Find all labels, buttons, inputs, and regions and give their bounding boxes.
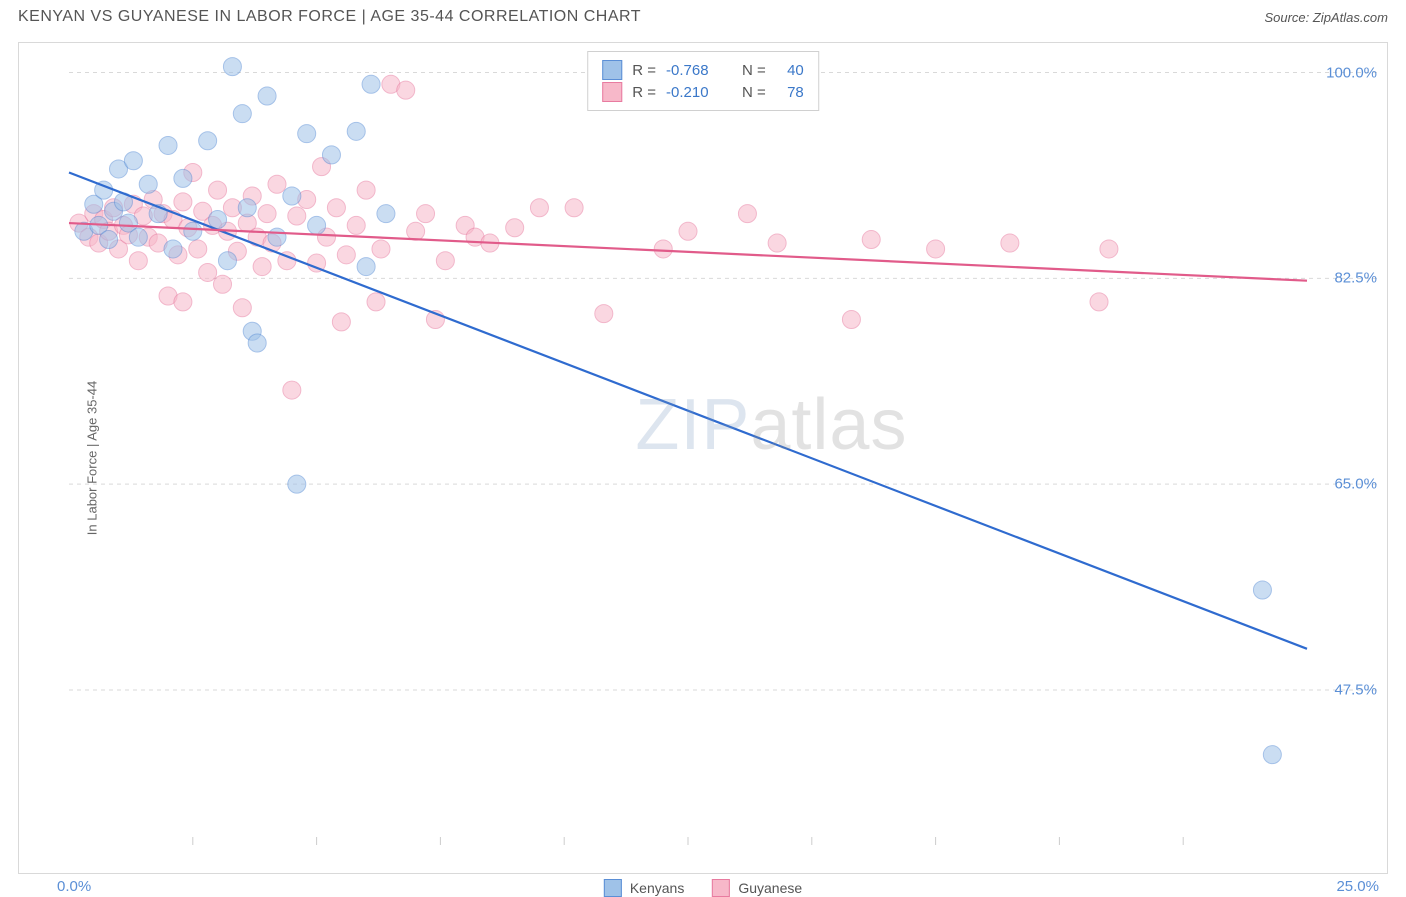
source-credit: Source: ZipAtlas.com xyxy=(1264,10,1388,25)
series-legend: Kenyans Guyanese xyxy=(604,879,802,897)
legend-item-kenyans: Kenyans xyxy=(604,879,684,897)
scatter-chart xyxy=(19,43,1387,873)
y-tick-label: 82.5% xyxy=(1334,270,1377,287)
legend-item-guyanese: Guyanese xyxy=(712,879,802,897)
y-tick-label: 65.0% xyxy=(1334,476,1377,493)
x-axis-max-label: 25.0% xyxy=(1336,878,1379,895)
y-tick-label: 100.0% xyxy=(1326,64,1377,81)
swatch-guyanese-icon xyxy=(712,879,730,897)
swatch-guyanese xyxy=(602,82,622,102)
chart-title: KENYAN VS GUYANESE IN LABOR FORCE | AGE … xyxy=(18,8,641,26)
swatch-kenyans xyxy=(602,60,622,80)
legend-row-guyanese: R = -0.210 N = 78 xyxy=(602,82,804,102)
correlation-legend: R = -0.768 N = 40 R = -0.210 N = 78 xyxy=(587,51,819,111)
x-axis-min-label: 0.0% xyxy=(57,878,91,895)
y-tick-label: 47.5% xyxy=(1334,681,1377,698)
chart-container: In Labor Force | Age 35-44 ZIPatlas R = … xyxy=(18,42,1388,874)
legend-row-kenyans: R = -0.768 N = 40 xyxy=(602,60,804,80)
y-axis-label: In Labor Force | Age 35-44 xyxy=(85,381,100,535)
swatch-kenyans-icon xyxy=(604,879,622,897)
